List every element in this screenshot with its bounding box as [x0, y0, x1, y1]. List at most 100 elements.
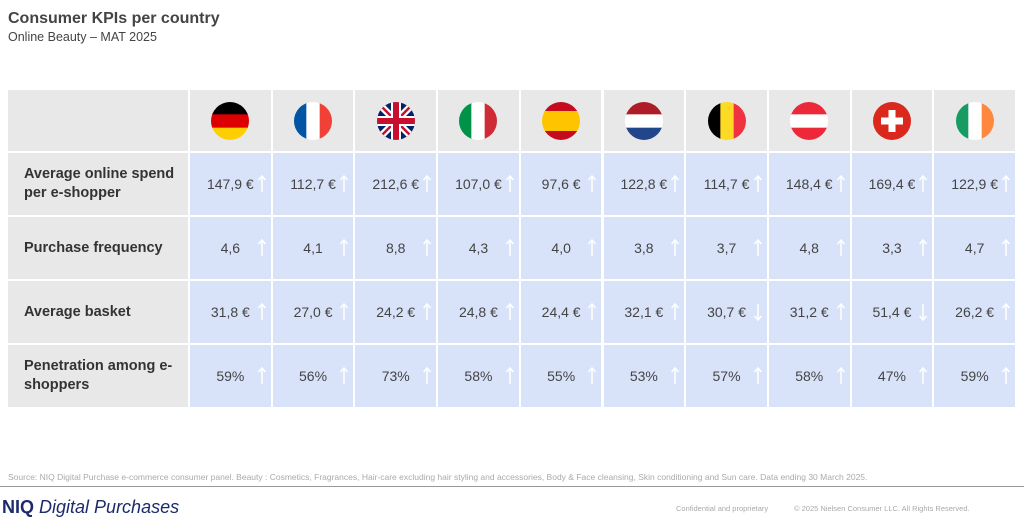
- flag: [955, 101, 994, 140]
- value-cell: 58%: [438, 345, 519, 407]
- value-cell: 122,9 €: [934, 153, 1015, 215]
- value-cell: 3,3: [851, 217, 933, 279]
- value: 4,8: [799, 240, 819, 256]
- flag: [459, 101, 498, 140]
- value-cell: 30,7 €: [686, 281, 767, 343]
- brand-bold: NIQ: [2, 497, 35, 517]
- value: 3,7: [716, 240, 737, 256]
- value-cell: 3,7: [686, 217, 767, 279]
- value-cell: 51,4 €: [851, 281, 933, 343]
- value: 4,0: [551, 240, 571, 256]
- trend-arrow: [423, 366, 432, 384]
- value-cell: 4,1: [272, 217, 354, 279]
- value: 51,4 €: [872, 304, 912, 320]
- value: 212,6 €: [372, 176, 420, 192]
- trend-arrow: [340, 366, 349, 384]
- trend-arrow: [671, 302, 680, 320]
- trend-arrow: [340, 174, 349, 192]
- value: 4,1: [303, 240, 323, 256]
- value-cell: 55%: [520, 345, 602, 407]
- flag-cell: [851, 90, 933, 151]
- value-cell: 3,8: [603, 217, 685, 279]
- value: 59%: [216, 368, 245, 384]
- trend-arrow: [671, 366, 680, 384]
- trend-arrow: [1001, 302, 1011, 320]
- divider: [0, 486, 1024, 487]
- trend-arrow: [753, 238, 762, 256]
- trend-arrow: [671, 238, 680, 256]
- trend-arrow: [340, 238, 349, 256]
- value-cell: 4,6: [190, 217, 271, 279]
- value-cell: 4,7: [934, 217, 1015, 279]
- brand: NIQ Digital Purchases: [2, 497, 179, 518]
- value-cell: 114,7 €: [686, 153, 767, 215]
- value-cell: 73%: [355, 345, 437, 407]
- trend-arrow: [340, 302, 349, 320]
- subtitle: Online Beauty – MAT 2025: [8, 30, 157, 44]
- value-cell: 169,4 €: [851, 153, 933, 215]
- value: 30,7 €: [707, 304, 746, 320]
- trend-arrow: [836, 302, 845, 320]
- value-cell: 107,0 €: [438, 153, 519, 215]
- trend-arrow: [836, 174, 845, 192]
- value-cell: 26,2 €: [934, 281, 1015, 343]
- value: 114,7 €: [703, 176, 750, 192]
- trend-arrow: [257, 366, 266, 384]
- trend-arrow: [753, 304, 762, 322]
- value: 53%: [629, 368, 658, 384]
- value: 59%: [960, 368, 989, 384]
- flag: [790, 101, 829, 140]
- value: 8,8: [386, 240, 406, 256]
- value: 148,4 €: [785, 176, 833, 192]
- row-label: Average basket: [8, 281, 188, 343]
- value-cell: 24,4 €: [520, 281, 602, 343]
- value-cell: 147,9 €: [190, 153, 271, 215]
- value-cell: 58%: [768, 345, 850, 407]
- value: 147,9 €: [206, 176, 254, 192]
- flag: [211, 101, 250, 140]
- flag: [872, 101, 911, 140]
- value-cell: 4,3: [438, 217, 519, 279]
- trend-arrow: [588, 302, 597, 320]
- trend-arrow: [505, 238, 514, 256]
- value-cell: 97,6 €: [520, 153, 602, 215]
- value-cell: 148,4 €: [768, 153, 850, 215]
- flag-cell: [768, 90, 850, 151]
- trend-arrow: [836, 366, 845, 384]
- flag-cell: [520, 90, 602, 151]
- flag: [542, 101, 581, 140]
- trend-arrow: [919, 238, 928, 256]
- row-label: Average online spend per e-shopper: [8, 153, 188, 215]
- value: 24,8 €: [458, 304, 498, 320]
- value: 73%: [381, 368, 410, 384]
- value-cell: 31,2 €: [768, 281, 850, 343]
- trend-arrow: [753, 174, 762, 192]
- trend-arrow: [423, 302, 432, 320]
- trend-arrow: [423, 238, 432, 256]
- value-cell: 56%: [272, 345, 354, 407]
- trend-arrow: [505, 174, 514, 192]
- trend-arrow: [588, 238, 597, 256]
- flag-cell: [603, 90, 685, 151]
- flag-cell: [272, 90, 354, 151]
- trend-arrow: [257, 238, 266, 256]
- trend-arrow: [588, 174, 597, 192]
- flag: [624, 101, 663, 140]
- value-cell: 31,8 €: [190, 281, 271, 343]
- value-cell: 212,6 €: [355, 153, 437, 215]
- trend-arrow: [257, 302, 266, 320]
- flag-cell: [686, 90, 767, 151]
- source-note: Source: NIQ Digital Purchase e-commerce …: [8, 472, 868, 482]
- value-cell: 8,8: [355, 217, 437, 279]
- trend-arrow: [1001, 174, 1011, 192]
- trend-arrow: [1001, 366, 1011, 384]
- confidential: Confidential and proprietary: [676, 504, 769, 513]
- value-cell: 4,0: [520, 217, 602, 279]
- trend-arrow: [671, 174, 680, 192]
- value: 56%: [299, 368, 328, 384]
- value: 47%: [877, 368, 906, 384]
- value: 122,9 €: [951, 176, 998, 192]
- value: 4,3: [468, 240, 489, 256]
- value-cell: 59%: [190, 345, 271, 407]
- value: 57%: [712, 368, 741, 384]
